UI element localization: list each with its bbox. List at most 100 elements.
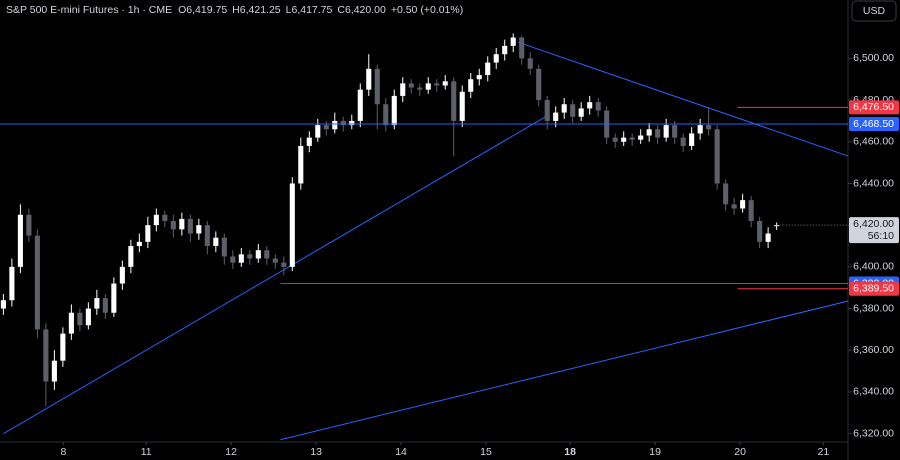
- x-tick-label: 12: [225, 446, 237, 458]
- title: S&P 500 E-mini Futures · 1h · CME: [6, 4, 172, 16]
- header-value: 6,420.00: [345, 4, 386, 16]
- candle-body: [298, 145, 304, 184]
- candle-body: [578, 108, 584, 117]
- x-tick-label: 13: [310, 446, 322, 458]
- candle-body: [536, 68, 542, 101]
- candle-body: [204, 225, 210, 247]
- candle-body: [196, 225, 202, 234]
- header-key: L: [286, 4, 292, 16]
- candle-body: [476, 75, 482, 80]
- candle-body: [748, 200, 754, 221]
- trendline: [518, 41, 848, 157]
- header-value: 6,419.75: [186, 4, 227, 16]
- candle-body: [102, 298, 108, 313]
- candle-body: [689, 133, 695, 146]
- candle-body: [255, 250, 261, 259]
- candle-body: [408, 83, 414, 88]
- candle-body: [119, 266, 125, 284]
- candle-body: [26, 214, 32, 236]
- candle-body: [247, 254, 253, 259]
- candle-body: [561, 104, 567, 113]
- candle-body: [723, 183, 729, 205]
- candle-body: [187, 218, 193, 234]
- x-tick-label: 11: [141, 446, 152, 458]
- candle-body: [366, 68, 372, 90]
- candle-body: [85, 308, 91, 326]
- x-tick-label: 18: [564, 446, 576, 458]
- candle-body: [434, 83, 440, 86]
- candle-body: [595, 102, 601, 111]
- y-tick-label: 6,340.00: [853, 386, 894, 398]
- x-tick-label: 15: [480, 446, 492, 458]
- candle-body: [638, 135, 644, 140]
- candle-body: [468, 79, 474, 92]
- candle-body: [527, 58, 533, 69]
- candle-body: [0, 300, 6, 309]
- candle-body: [357, 89, 363, 121]
- candle-body: [629, 137, 635, 140]
- last-price-label: 6,420.00: [853, 218, 894, 230]
- candle-body: [731, 204, 737, 209]
- candle-body: [264, 250, 270, 259]
- candle-body: [417, 87, 423, 90]
- candle-body: [697, 125, 703, 134]
- candle-body: [230, 256, 236, 263]
- candle-body: [646, 129, 652, 136]
- candle-body: [162, 214, 168, 221]
- candle-body: [519, 37, 525, 59]
- header-value: 6,421.25: [240, 4, 281, 16]
- candle-body: [43, 329, 49, 382]
- header-key: O: [178, 4, 186, 16]
- candle-body: [740, 200, 746, 209]
- candle-body: [442, 81, 448, 86]
- x-tick-label: 8: [60, 446, 66, 458]
- candle-body: [221, 237, 227, 257]
- y-tick-label: 6,500.00: [853, 52, 894, 64]
- x-tick-label: 19: [649, 446, 661, 458]
- candle-body: [153, 214, 159, 226]
- candle-body: [374, 68, 380, 105]
- y-tick-label: 6,440.00: [853, 177, 894, 189]
- candle-body: [34, 235, 40, 330]
- candle-body: [672, 125, 678, 138]
- level-label-box: [849, 100, 899, 115]
- candle-body: [400, 83, 406, 96]
- header-key: C: [337, 4, 345, 16]
- candle-body: [340, 120, 346, 126]
- candle-body: [94, 298, 100, 309]
- header-text: S&P 500 E-mini Futures · 1h · CME O6,419.…: [6, 4, 463, 16]
- candle-body: [9, 266, 15, 301]
- candle-body: [765, 233, 771, 242]
- candle-body: [502, 45, 508, 55]
- candle-body: [68, 312, 74, 334]
- candle-body: [111, 283, 117, 313]
- currency[interactable]: USD: [863, 5, 886, 17]
- candle-body: [612, 137, 618, 142]
- level-label: 6,476.50: [853, 101, 894, 113]
- candle-body: [306, 137, 312, 146]
- header-change: +0.50 (+0.01%): [391, 4, 463, 16]
- y-tick-label: 6,460.00: [853, 136, 894, 148]
- level-label-box: [849, 281, 899, 296]
- currency-button[interactable]: [851, 0, 897, 22]
- countdown: 56:10: [868, 230, 894, 242]
- candle-body: [663, 125, 669, 138]
- candle-body: [383, 104, 389, 126]
- y-tick-label: 6,400.00: [853, 261, 894, 273]
- candle-body: [179, 218, 185, 230]
- candle-body: [621, 137, 627, 142]
- candle-body: [289, 183, 295, 267]
- trendline: [280, 300, 848, 441]
- candle-body: [570, 104, 576, 117]
- candle-body: [145, 225, 151, 242]
- candle-body: [170, 221, 176, 230]
- header: S&P 500 E-mini Futures · 1h · CME O6,419.…: [6, 4, 463, 16]
- candle-body: [459, 91, 465, 121]
- candle-body: [77, 312, 83, 326]
- candle-body: [60, 333, 66, 361]
- candle-body: [332, 120, 338, 130]
- candle-body: [680, 137, 686, 146]
- candle-body: [51, 360, 57, 382]
